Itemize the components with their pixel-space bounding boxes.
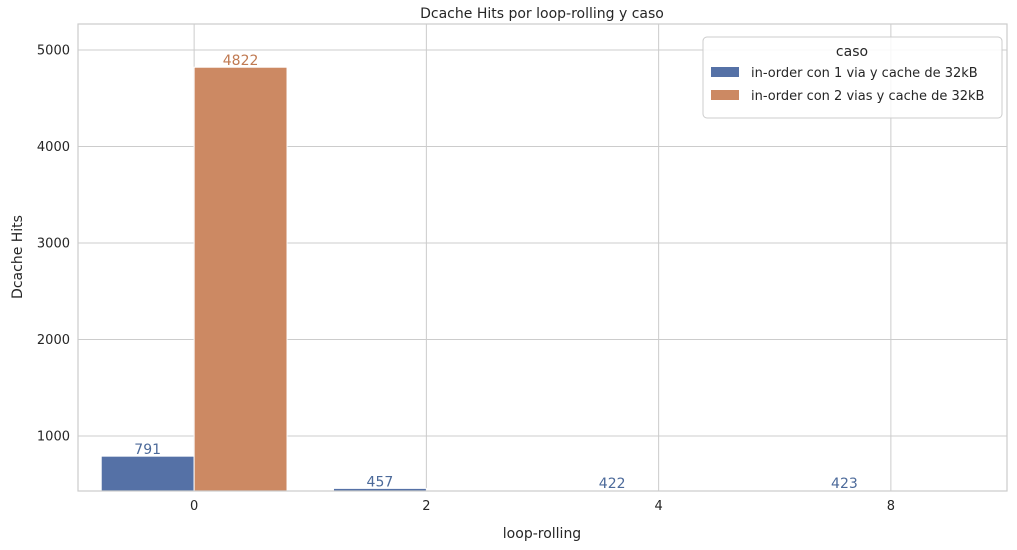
legend-box	[702, 36, 1003, 119]
y-tick-labels: 1000 2000 3000 4000 5000	[37, 44, 70, 445]
y-tick-label: 5000	[37, 44, 70, 59]
legend-title: caso	[836, 44, 868, 60]
legend: caso in-order con 1 via y cache de 32kB …	[702, 36, 1003, 119]
x-axis-label: loop-rolling	[503, 526, 581, 542]
y-tick-label: 3000	[37, 237, 70, 252]
y-axis-label: Dcache Hits	[10, 215, 26, 299]
y-tick-label: 2000	[37, 333, 70, 348]
data-label-series-1-4: 422	[599, 476, 626, 492]
legend-swatch-series-1	[711, 67, 739, 77]
chart-title: Dcache Hits por loop-rolling y caso	[420, 6, 664, 22]
data-label-series-1-2: 457	[367, 474, 394, 490]
x-tick-label: 4	[654, 499, 662, 514]
y-tick-label: 1000	[37, 430, 70, 445]
data-label-series-1-0: 791	[134, 442, 161, 458]
x-tick-label: 0	[190, 499, 198, 514]
legend-label-series-2: in-order con 2 vias y cache de 32kB	[751, 89, 984, 104]
data-label-series-2-0: 4822	[223, 53, 259, 69]
bar-series-2-0	[193, 66, 288, 492]
bars	[100, 66, 427, 492]
legend-swatch-series-2	[711, 90, 739, 100]
legend-label-series-1: in-order con 1 via y cache de 32kB	[751, 66, 978, 81]
bar-series-1-0	[100, 455, 195, 492]
data-labels: 791 457 422 423 4822	[134, 53, 857, 492]
plot-frame	[77, 23, 1008, 492]
x-tick-label: 2	[422, 499, 430, 514]
x-tick-labels: 0 2 4 8	[190, 499, 895, 514]
data-label-series-1-8: 423	[831, 476, 858, 492]
y-tick-label: 4000	[37, 140, 70, 155]
x-tick-label: 8	[887, 499, 895, 514]
